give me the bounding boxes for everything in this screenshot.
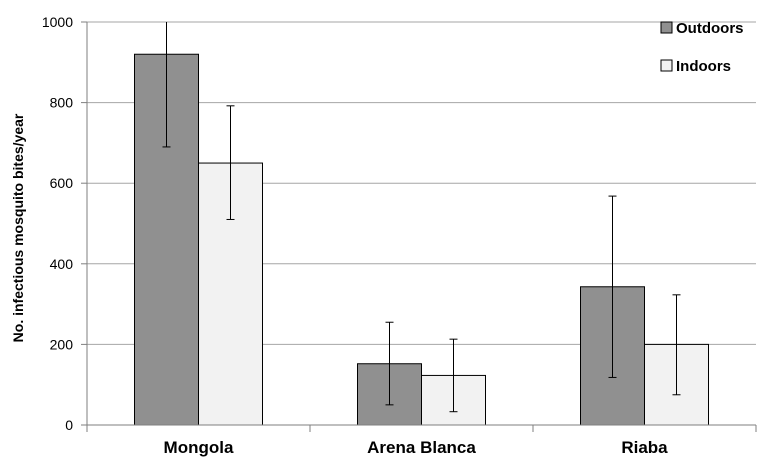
x-axis: Mongola Arena Blanca Riaba xyxy=(86,424,757,457)
error-bars xyxy=(162,22,681,413)
y-tick-label: 0 xyxy=(65,417,73,433)
y-axis-label: No. infectious mosquito bites/year xyxy=(10,113,26,342)
y-axis: 0 200 400 600 800 1000 xyxy=(42,14,88,433)
bars xyxy=(134,53,709,426)
y-tick-label: 1000 xyxy=(42,14,73,30)
y-tick-label: 800 xyxy=(50,95,74,111)
y-tick-label: 600 xyxy=(50,175,74,191)
legend-swatch xyxy=(660,59,673,72)
x-category-label: Riaba xyxy=(621,438,668,457)
legend: Outdoors Indoors xyxy=(660,20,744,75)
legend-swatch xyxy=(660,21,673,34)
x-category-label: Arena Blanca xyxy=(367,438,476,457)
y-tick-label: 200 xyxy=(50,336,74,352)
legend-label: Indoors xyxy=(676,58,731,75)
x-category-label: Mongola xyxy=(164,438,234,457)
y-tick-label: 400 xyxy=(50,256,74,272)
legend-label: Outdoors xyxy=(676,20,744,37)
